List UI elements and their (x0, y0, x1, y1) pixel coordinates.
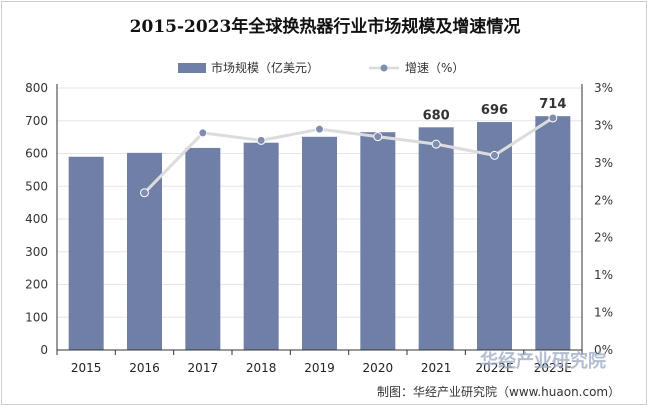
growth-point-2016 (140, 188, 149, 198)
growth-point-2019 (315, 124, 324, 134)
y2-tick-label: 3% (594, 81, 613, 95)
chart-title: 2015-2023年全球换热器行业市场规模及增速情况 (130, 16, 521, 37)
y2-tick-label: 2% (594, 193, 613, 207)
growth-point-2022E (490, 150, 499, 160)
bar-2022E (477, 122, 512, 350)
x-tick-label: 2017 (188, 361, 219, 375)
y-tick-label: 500 (25, 179, 48, 193)
y2-tick-label: 2% (594, 231, 613, 245)
growth-point-2017 (198, 128, 208, 138)
y-tick-label: 800 (25, 81, 48, 95)
legend-label-bar: 市场规模（亿美元） (211, 60, 319, 75)
growth-line (143, 116, 554, 194)
y2-tick-label: 1% (594, 268, 613, 282)
y2-tick-label: 1% (594, 306, 613, 320)
x-tick-label: 2020 (363, 361, 394, 375)
x-tick-label: 2021 (421, 361, 452, 375)
y-tick-label: 0 (40, 343, 48, 357)
growth-point-2021 (431, 139, 441, 149)
bar-2018 (243, 142, 279, 350)
y-tick-label: 300 (25, 245, 48, 259)
data-label-2023E: 714 (539, 97, 566, 112)
data-label-2022E: 696 (481, 103, 508, 118)
y2-tick-label: 0% (594, 343, 613, 357)
x-tick-label: 2023E (534, 361, 572, 375)
bar-2023E (535, 116, 571, 350)
y-tick-label: 400 (25, 212, 48, 226)
bar-2016 (127, 152, 162, 350)
y2-tick-label: 3% (594, 156, 613, 170)
y-tick-label: 600 (25, 147, 48, 161)
y2-tick-label: 3% (594, 118, 613, 132)
bar-2015 (68, 156, 104, 350)
growth-point-2023E (548, 113, 558, 123)
growth-point-2018 (256, 135, 266, 145)
data-label-2021: 680 (423, 108, 450, 123)
x-tick-label: 2018 (246, 361, 277, 375)
bar-2021 (418, 127, 454, 350)
x-tick-label: 2015 (71, 361, 102, 375)
x-tick-label: 2019 (304, 361, 335, 375)
y-tick-label: 700 (25, 114, 48, 128)
watermark-text: 华经产业研究院 (480, 350, 606, 372)
legend-swatch-bar (178, 63, 206, 73)
bar-2020 (360, 132, 396, 350)
growth-point-2020 (373, 132, 383, 142)
x-tick-label: 2022E (475, 361, 513, 375)
x-tick-label: 2016 (129, 361, 160, 375)
legend-marker (380, 64, 388, 72)
legend-label-line: 增速（%） (405, 61, 464, 75)
bar-2017 (185, 147, 221, 350)
bar-2019 (302, 136, 337, 350)
source-text: 制图：华经产业研究院（www.huaon.com） (377, 384, 620, 399)
y-tick-label: 100 (25, 310, 48, 324)
y-tick-label: 200 (25, 278, 48, 292)
